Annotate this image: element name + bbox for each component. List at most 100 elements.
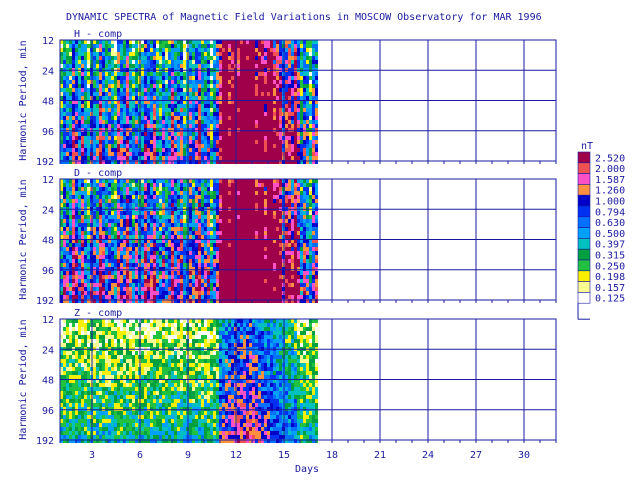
heatmap-cell: [180, 96, 183, 100]
heatmap-cell: [153, 144, 156, 148]
heatmap-cell: [222, 72, 225, 76]
heatmap-cell: [222, 227, 225, 231]
heatmap-cell: [171, 44, 174, 48]
heatmap-cell: [267, 235, 270, 239]
heatmap-cell: [288, 144, 291, 148]
heatmap-cell: [102, 128, 105, 132]
heatmap-cell: [123, 44, 126, 48]
heatmap-cell: [270, 227, 273, 231]
heatmap-cell: [105, 251, 108, 255]
heatmap-cell: [60, 231, 63, 235]
heatmap-cell: [192, 203, 195, 207]
heatmap-cell: [156, 104, 159, 108]
heatmap-cell: [180, 152, 183, 156]
heatmap-cell: [63, 295, 66, 299]
heatmap-cell: [261, 156, 264, 160]
heatmap-cell: [210, 227, 213, 231]
heatmap-cell: [117, 60, 120, 64]
heatmap-cell: [60, 291, 63, 295]
heatmap-cell: [135, 267, 138, 271]
heatmap-cell: [105, 96, 108, 100]
heatmap-cell: [273, 187, 276, 191]
heatmap-cell: [147, 295, 150, 299]
heatmap-cell: [159, 259, 162, 263]
heatmap-cell: [252, 76, 255, 80]
heatmap-cell: [174, 112, 177, 116]
heatmap-cell: [264, 96, 267, 100]
heatmap-cell: [93, 108, 96, 112]
heatmap-cell: [114, 263, 117, 267]
heatmap-cell: [246, 140, 249, 144]
heatmap-cell: [165, 48, 168, 52]
heatmap-cell: [255, 88, 258, 92]
heatmap-cell: [264, 271, 267, 275]
heatmap-cell: [102, 231, 105, 235]
heatmap-cell: [72, 187, 75, 191]
heatmap-cell: [66, 64, 69, 68]
heatmap-cell: [117, 203, 120, 207]
heatmap-cell: [198, 183, 201, 187]
heatmap-cell: [159, 84, 162, 88]
heatmap-cell: [144, 211, 147, 215]
heatmap-cell: [78, 227, 81, 231]
heatmap-cell: [108, 116, 111, 120]
heatmap-cell: [309, 124, 312, 128]
heatmap-cell: [66, 215, 69, 219]
heatmap-cell: [123, 243, 126, 247]
heatmap-cell: [273, 223, 276, 227]
heatmap-cell: [285, 40, 288, 44]
heatmap-cell: [177, 52, 180, 56]
heatmap-cell: [153, 64, 156, 68]
heatmap-cell: [270, 219, 273, 223]
heatmap-cell: [102, 72, 105, 76]
heatmap-cell: [147, 116, 150, 120]
heatmap-cell: [195, 84, 198, 88]
heatmap-cell: [165, 243, 168, 247]
heatmap-cell: [105, 112, 108, 116]
heatmap-cell: [303, 100, 306, 104]
heatmap-cell: [60, 211, 63, 215]
heatmap-cell: [108, 124, 111, 128]
heatmap-cell: [279, 56, 282, 60]
heatmap-cell: [270, 283, 273, 287]
heatmap-cell: [162, 120, 165, 124]
heatmap-cell: [231, 227, 234, 231]
heatmap-cell: [84, 148, 87, 152]
heatmap-cell: [144, 231, 147, 235]
heatmap-cell: [225, 160, 228, 164]
heatmap-cell: [273, 148, 276, 152]
heatmap-cell: [201, 60, 204, 64]
heatmap-cell: [312, 124, 315, 128]
heatmap-cell: [93, 96, 96, 100]
heatmap-cell: [93, 247, 96, 251]
heatmap-cell: [78, 259, 81, 263]
heatmap-cell: [252, 195, 255, 199]
heatmap-cell: [156, 279, 159, 283]
heatmap-cell: [171, 267, 174, 271]
heatmap-cell: [72, 219, 75, 223]
heatmap-cell: [99, 299, 102, 303]
heatmap-cell: [87, 183, 90, 187]
heatmap-cell: [84, 255, 87, 259]
heatmap-cell: [252, 80, 255, 84]
heatmap-cell: [153, 259, 156, 263]
heatmap-cell: [213, 156, 216, 160]
heatmap-cell: [201, 120, 204, 124]
heatmap-cell: [273, 52, 276, 56]
heatmap-cell: [270, 187, 273, 191]
heatmap-cell: [141, 215, 144, 219]
heatmap-cell: [246, 291, 249, 295]
heatmap-cell: [174, 223, 177, 227]
heatmap-cell: [183, 136, 186, 140]
heatmap-cell: [258, 56, 261, 60]
heatmap-cell: [207, 100, 210, 104]
heatmap-cell: [108, 160, 111, 164]
heatmap-cell: [300, 100, 303, 104]
heatmap-cell: [87, 80, 90, 84]
heatmap-cell: [174, 120, 177, 124]
heatmap-cell: [228, 295, 231, 299]
heatmap-cell: [249, 148, 252, 152]
heatmap-cell: [174, 72, 177, 76]
heatmap-cell: [99, 295, 102, 299]
heatmap-cell: [291, 124, 294, 128]
